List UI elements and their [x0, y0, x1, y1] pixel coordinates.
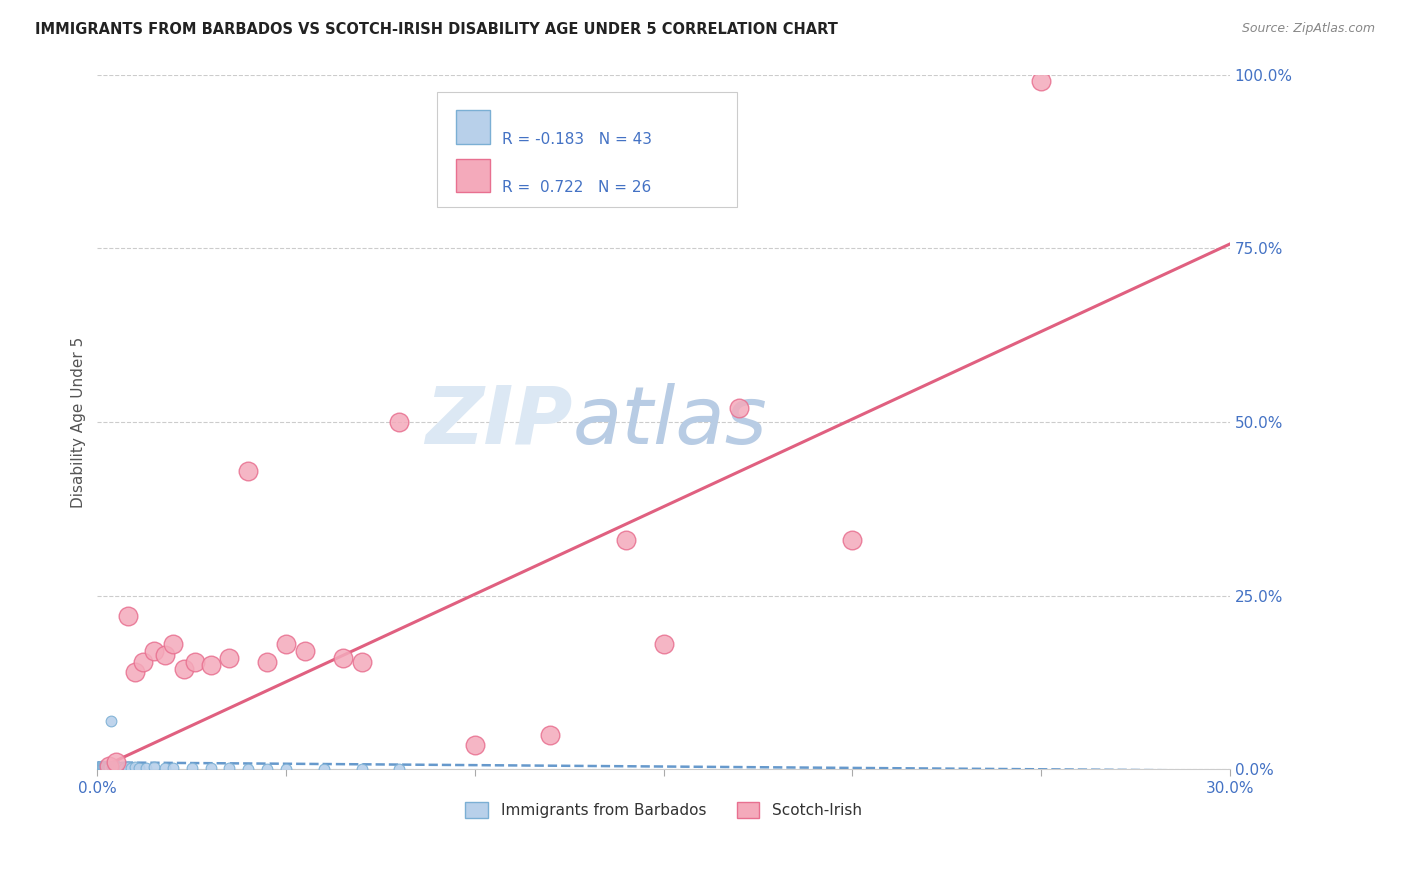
Point — [238, 464, 260, 478]
Point — [218, 651, 240, 665]
Point — [841, 533, 863, 547]
Point — [91, 761, 114, 775]
Point — [135, 761, 157, 775]
Point — [728, 401, 751, 415]
Y-axis label: Disability Age Under 5: Disability Age Under 5 — [72, 336, 86, 508]
Point — [350, 762, 373, 776]
Point — [538, 728, 561, 742]
Text: IMMIGRANTS FROM BARBADOS VS SCOTCH-IRISH DISABILITY AGE UNDER 5 CORRELATION CHAR: IMMIGRANTS FROM BARBADOS VS SCOTCH-IRISH… — [35, 22, 838, 37]
Point — [256, 762, 278, 776]
Point — [91, 759, 114, 773]
Point — [464, 738, 486, 752]
Point — [93, 760, 115, 774]
Point — [312, 762, 335, 776]
Point — [97, 759, 120, 773]
Point — [103, 761, 125, 775]
Point — [108, 761, 131, 775]
Point — [101, 759, 124, 773]
Point — [332, 651, 354, 665]
Point — [200, 658, 222, 673]
Point — [1029, 74, 1052, 88]
Point — [143, 644, 166, 658]
Point — [111, 760, 134, 774]
Point — [93, 759, 115, 773]
Point — [117, 609, 139, 624]
Point — [128, 761, 150, 775]
Text: atlas: atlas — [574, 383, 768, 461]
FancyBboxPatch shape — [437, 92, 737, 207]
Point — [89, 759, 111, 773]
Point — [350, 655, 373, 669]
Point — [107, 760, 129, 774]
Point — [90, 760, 112, 774]
Point — [89, 760, 111, 774]
Point — [120, 761, 142, 775]
Point — [91, 760, 114, 774]
Legend: Immigrants from Barbados, Scotch-Irish: Immigrants from Barbados, Scotch-Irish — [460, 796, 868, 824]
Point — [90, 759, 112, 773]
Point — [274, 637, 297, 651]
Point — [155, 648, 177, 662]
Point — [100, 714, 122, 728]
Point — [98, 760, 121, 774]
Point — [143, 760, 166, 774]
Point — [180, 761, 202, 775]
Point — [652, 637, 675, 651]
Point — [614, 533, 637, 547]
Text: R =  0.722   N = 26: R = 0.722 N = 26 — [502, 180, 651, 195]
Point — [96, 761, 118, 775]
Point — [94, 760, 117, 774]
Point — [131, 655, 153, 669]
Text: Source: ZipAtlas.com: Source: ZipAtlas.com — [1241, 22, 1375, 36]
Point — [162, 761, 184, 775]
Point — [124, 665, 146, 679]
Point — [256, 655, 278, 669]
Point — [105, 760, 128, 774]
Point — [155, 761, 177, 775]
Bar — [457, 111, 491, 144]
Bar — [457, 159, 491, 193]
Point — [388, 762, 411, 776]
Text: R = -0.183   N = 43: R = -0.183 N = 43 — [502, 132, 651, 147]
Point — [117, 760, 139, 774]
Point — [200, 761, 222, 775]
Point — [105, 756, 128, 770]
Point — [94, 759, 117, 773]
Point — [112, 761, 135, 775]
Point — [173, 662, 195, 676]
Point — [124, 760, 146, 774]
Point — [90, 761, 112, 775]
Point — [97, 759, 120, 773]
Point — [388, 415, 411, 429]
Point — [103, 760, 125, 774]
Point — [100, 760, 122, 774]
Point — [238, 762, 260, 776]
Point — [162, 637, 184, 651]
Point — [274, 762, 297, 776]
Point — [294, 644, 316, 658]
Point — [218, 761, 240, 775]
Point — [97, 760, 120, 774]
Text: ZIP: ZIP — [426, 383, 574, 461]
Point — [184, 655, 207, 669]
